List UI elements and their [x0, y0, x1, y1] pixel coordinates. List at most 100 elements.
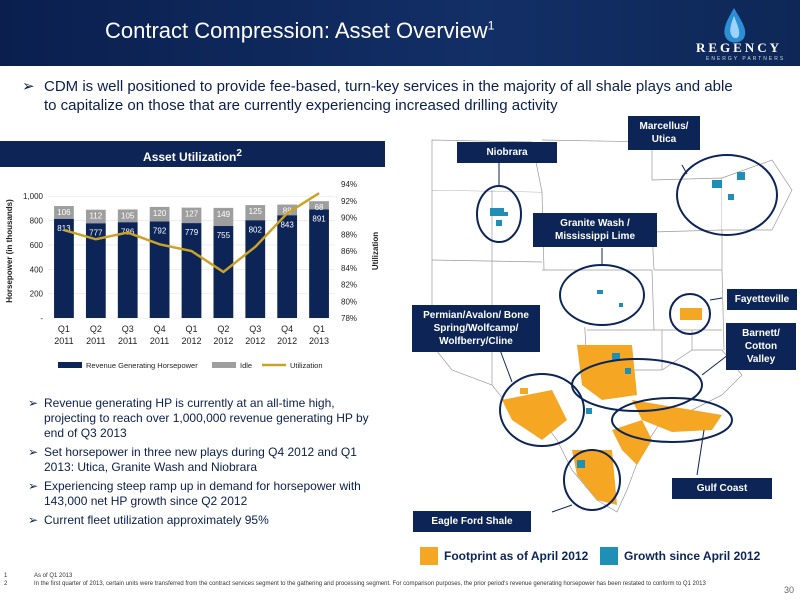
intro-text: CDM is well positioned to provide fee-ba…: [44, 78, 733, 114]
revenue-bar: [149, 221, 170, 318]
bullet-item: ➢ Current fleet utilization approximately…: [28, 513, 269, 527]
bullet-item: ➢ Revenue generating HP is currently at a…: [28, 396, 369, 440]
label-barnett: Barnett/ Cotton Valley: [726, 323, 796, 370]
x-tick-label: Q1: [58, 324, 70, 334]
legend-swatch-idle: [212, 362, 236, 368]
x-tick-label-year: 2011: [86, 336, 105, 346]
y2-tick-label: 86%: [341, 247, 357, 256]
arrow-bullet-icon: ➢: [28, 513, 39, 527]
arrow-bullet-icon: ➢: [28, 445, 39, 459]
revenue-bar: [277, 215, 298, 318]
x-tick-label: Q1: [313, 324, 325, 334]
idle-bar: [245, 205, 266, 221]
x-tick-label-year: 2012: [277, 336, 297, 346]
legend-growth: Growth since April 2012: [624, 549, 761, 563]
idle-bar: [85, 209, 106, 224]
label-niobrara: Niobrara: [457, 142, 557, 163]
x-tick-label: Q3: [122, 324, 134, 334]
flame-drop-icon: [724, 8, 746, 43]
y-tick-label: 600: [30, 241, 44, 250]
idle-bar: [181, 207, 202, 224]
idle-bar: [117, 209, 138, 223]
slide-header: Contract Compression: Asset Overview1 RE…: [0, 0, 800, 66]
revenue-bar: [54, 218, 74, 318]
idle-bar: [277, 204, 298, 216]
legend-label-revenue: Revenue Generating Horsepower: [86, 361, 198, 370]
logo-subtitle: ENERGY PARTNERS: [706, 56, 786, 62]
slide-title: Contract Compression: Asset Overview1: [105, 18, 495, 43]
regency-logo: REGENCY ENERGY PARTNERS: [684, 4, 794, 64]
idle-data-label: 88: [283, 207, 292, 216]
bullet-item: ➢ Experiencing steep ramp up in demand fo…: [28, 479, 361, 508]
y2-tick-label: 80%: [341, 297, 357, 306]
bullet-item: ➢ Set horsepower in three new plays durin…: [28, 445, 357, 474]
state-outlines: [431, 139, 793, 513]
revenue-data-label: 802: [249, 225, 263, 234]
y2-tick-label: 78%: [341, 314, 357, 323]
y-tick-label: 800: [30, 217, 44, 226]
page-number: 30: [783, 585, 794, 595]
footnotes: 1 As of Q1 2013 2 In the first quarter of …: [4, 572, 764, 588]
arrow-bullet-icon: ➢: [22, 78, 35, 95]
x-tick-label-year: 2013: [309, 336, 329, 346]
x-tick-label: Q4: [281, 324, 293, 334]
idle-data-label: 112: [89, 212, 102, 221]
revenue-data-label: 843: [280, 220, 294, 229]
revenue-data-label: 792: [153, 227, 167, 236]
revenue-data-label: 755: [217, 231, 231, 240]
legend-label-idle: Idle: [240, 361, 252, 370]
y2-tick-label: 84%: [341, 264, 357, 273]
y2-tick-label: 92%: [341, 197, 357, 206]
x-tick-label-year: 2011: [118, 336, 137, 346]
y-axis-label: Horsepower (in thousands): [5, 199, 14, 303]
x-tick-label: Q1: [185, 324, 197, 334]
y2-tick-label: 82%: [341, 281, 357, 290]
footnote: 1 As of Q1 2013: [4, 573, 73, 579]
x-tick-label: Q4: [154, 324, 166, 334]
utilization-line: [63, 192, 320, 274]
label-marcellus-utica: Marcellus/ Utica: [628, 116, 700, 150]
idle-data-label: 127: [185, 210, 199, 219]
bullet-list: ➢ Revenue generating HP is currently at a…: [28, 396, 373, 532]
y-tick-label: 400: [30, 265, 44, 274]
idle-bar: [213, 207, 234, 227]
x-tick-label-year: 2011: [54, 336, 73, 346]
idle-data-label: 105: [121, 211, 135, 220]
idle-data-label: 120: [153, 209, 167, 218]
revenue-bar: [181, 223, 202, 318]
revenue-data-label: 891: [312, 214, 326, 223]
y2-tick-label: 90%: [341, 214, 357, 223]
revenue-data-label: 779: [185, 228, 199, 237]
legend-footprint: Footprint as of April 2012: [444, 549, 589, 563]
revenue-data-label: 777: [89, 228, 103, 237]
x-tick-label-year: 2012: [213, 336, 233, 346]
logo-wordmark: REGENCY: [696, 40, 783, 55]
y-tick-label: 1,000: [23, 192, 44, 201]
legend-swatch-revenue: [58, 362, 82, 368]
arrow-bullet-icon: ➢: [28, 396, 39, 410]
revenue-data-label: 813: [57, 224, 71, 233]
idle-data-label: 68: [315, 203, 324, 212]
x-tick-label-year: 2012: [181, 336, 201, 346]
idle-bar: [149, 206, 170, 222]
chart-title: Asset Utilization2: [0, 141, 385, 167]
revenue-bar: [245, 220, 266, 318]
revenue-bar: [309, 209, 329, 318]
label-granite-wash: Granite Wash / Mississippi Lime: [533, 213, 657, 247]
revenue-bar: [117, 222, 138, 318]
y2-tick-label: 94%: [341, 180, 357, 189]
y2-axis-label: Utilization: [371, 232, 380, 270]
idle-data-label: 125: [249, 207, 263, 216]
y-tick-label: -: [40, 314, 43, 323]
footnote: 2 In the first quarter of 2013, certain u…: [4, 581, 706, 587]
arrow-bullet-icon: ➢: [28, 479, 39, 493]
footprint-swatch: [420, 547, 438, 565]
x-tick-label: Q3: [249, 324, 261, 334]
growth-swatch: [600, 547, 618, 565]
label-gulf-coast: Gulf Coast: [672, 478, 772, 499]
idle-data-label: 149: [217, 210, 231, 219]
y2-tick-label: 88%: [341, 230, 357, 239]
x-tick-label: Q2: [90, 324, 102, 334]
label-permian: Permian/Avalon/ Bone Spring/Wolfcamp/ Wo…: [412, 305, 540, 352]
revenue-bar: [85, 223, 106, 318]
